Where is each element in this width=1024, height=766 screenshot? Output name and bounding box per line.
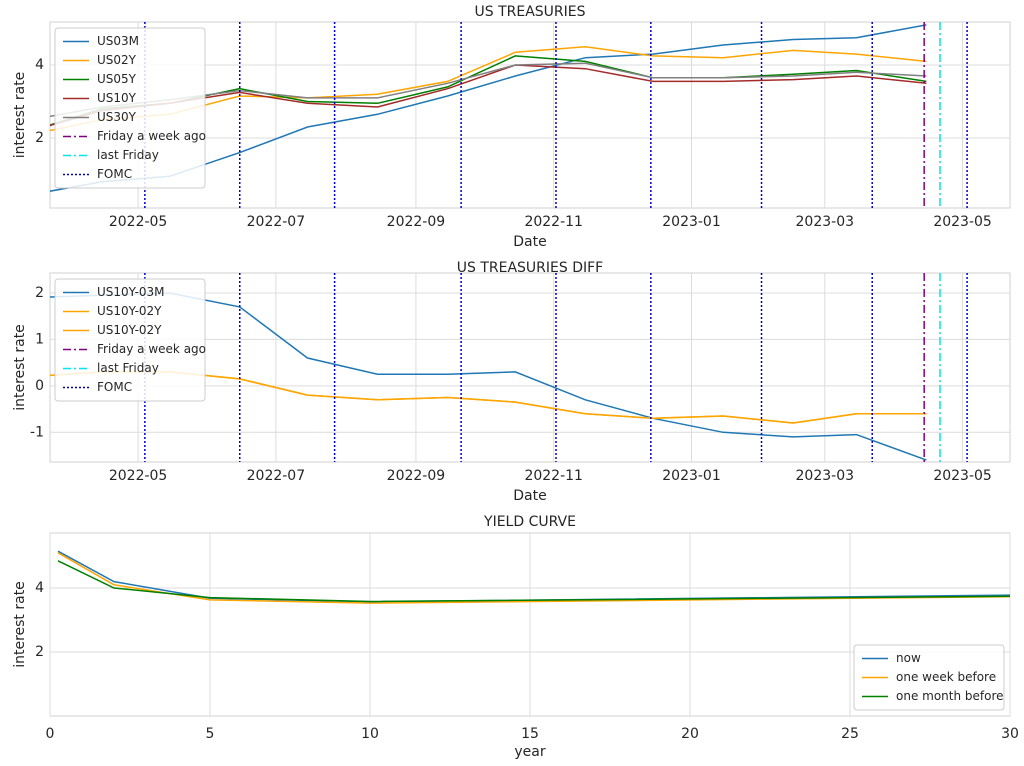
legend-label: US02Y bbox=[97, 53, 137, 67]
x-tick-label: 20 bbox=[681, 726, 699, 742]
legend-label: US05Y bbox=[97, 72, 137, 86]
x-tick-label: 15 bbox=[521, 726, 539, 742]
legend-label: Friday a week ago bbox=[97, 129, 206, 143]
x-tick-label: 2022-09 bbox=[387, 214, 446, 230]
x-tick-label: 0 bbox=[46, 726, 55, 742]
x-tick-label: 10 bbox=[361, 726, 379, 742]
legend-box bbox=[853, 644, 1005, 711]
x-tick-label: 2022-05 bbox=[109, 468, 168, 484]
chart-title: YIELD CURVE bbox=[483, 514, 576, 530]
legend-label: US10Y-03M bbox=[97, 285, 165, 299]
x-tick-label: 5 bbox=[206, 726, 215, 742]
x-tick-label: 2023-05 bbox=[933, 214, 992, 230]
y-tick-label: 2 bbox=[35, 285, 44, 301]
x-tick-label: 2022-07 bbox=[247, 214, 306, 230]
x-tick-label: 25 bbox=[841, 726, 859, 742]
y-tick-label: 4 bbox=[35, 57, 44, 73]
x-axis-label: Date bbox=[513, 488, 546, 504]
legend-label: FOMC bbox=[97, 380, 132, 394]
legend-label: now bbox=[896, 651, 921, 665]
y-tick-label: 4 bbox=[35, 580, 44, 596]
legend-label: Friday a week ago bbox=[97, 342, 206, 356]
x-axis-label: year bbox=[514, 744, 545, 760]
y-tick-label: 0 bbox=[35, 378, 44, 394]
x-tick-label: 2023-03 bbox=[796, 214, 855, 230]
x-tick-label: 2022-09 bbox=[387, 468, 446, 484]
x-tick-label: 2022-11 bbox=[524, 214, 583, 230]
x-tick-label: 2022-11 bbox=[524, 468, 583, 484]
legend-label: US10Y bbox=[97, 91, 137, 105]
y-tick-label: 1 bbox=[35, 331, 44, 347]
x-tick-label: 2023-05 bbox=[933, 468, 992, 484]
legend-label: FOMC bbox=[97, 167, 132, 181]
legend-label: US10Y-02Y bbox=[97, 323, 162, 337]
x-axis-label: Date bbox=[513, 234, 546, 250]
legend-label: one week before bbox=[896, 670, 996, 684]
x-tick-label: 2023-03 bbox=[796, 468, 855, 484]
legend-label: US10Y-02Y bbox=[97, 304, 162, 318]
legend-label: US03M bbox=[97, 34, 139, 48]
x-tick-label: 2023-01 bbox=[662, 214, 721, 230]
legend-box bbox=[54, 27, 206, 189]
y-tick-label: -1 bbox=[30, 424, 44, 440]
x-tick-label: 2022-05 bbox=[109, 214, 168, 230]
legend-label: US30Y bbox=[97, 110, 137, 124]
x-tick-label: 2023-01 bbox=[662, 468, 721, 484]
legend-label: one month before bbox=[896, 689, 1004, 703]
legend-box bbox=[54, 278, 206, 402]
chart-title: US TREASURIES bbox=[474, 4, 585, 20]
y-axis-label: interest rate bbox=[12, 581, 28, 668]
legend-label: last Friday bbox=[97, 148, 159, 162]
chart-title: US TREASURIES DIFF bbox=[457, 260, 603, 276]
y-tick-label: 2 bbox=[35, 644, 44, 660]
series-line bbox=[57, 552, 1010, 604]
series-line bbox=[57, 560, 1010, 603]
y-tick-label: 2 bbox=[35, 130, 44, 146]
plot-area bbox=[49, 272, 1011, 463]
legend-label: last Friday bbox=[97, 361, 159, 375]
y-axis-label: interest rate bbox=[12, 72, 28, 159]
x-tick-label: 2022-07 bbox=[247, 468, 306, 484]
y-axis-label: interest rate bbox=[12, 324, 28, 411]
plot-layer bbox=[57, 550, 1010, 604]
x-tick-label: 30 bbox=[1001, 726, 1019, 742]
